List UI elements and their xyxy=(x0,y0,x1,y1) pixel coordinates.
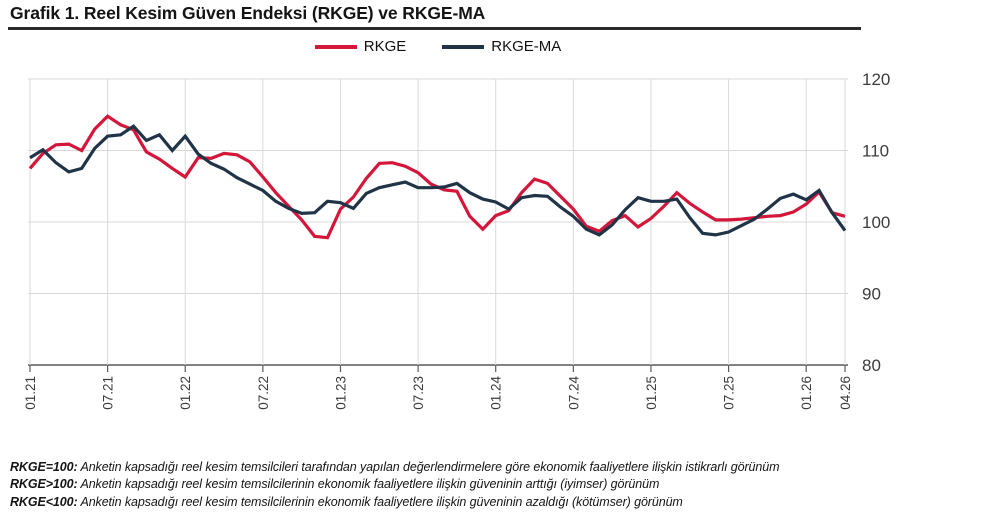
x-tick-label: 01.26 xyxy=(799,376,814,410)
footnote-line: RKGE<100: Anketin kapsadığı reel kesim t… xyxy=(10,494,980,511)
legend-item-rkge: RKGE xyxy=(314,38,407,55)
x-tick-label: 07.22 xyxy=(256,376,271,410)
footnote-lead: RKGE<100: xyxy=(10,494,78,509)
y-tick-label: 110 xyxy=(862,142,889,161)
footnote-line: RKGE=100: Anketin kapsadığı reel kesim t… xyxy=(10,459,980,476)
footnote-line: RKGE>100: Anketin kapsadığı reel kesim t… xyxy=(10,476,980,493)
legend-label-rkge-ma: RKGE-MA xyxy=(491,38,562,55)
series-line-rkge-ma xyxy=(29,124,847,237)
y-tick-label: 90 xyxy=(862,285,881,304)
x-tick-label: 01.23 xyxy=(333,376,348,410)
x-tick-label: 07.25 xyxy=(722,376,737,410)
x-tick-label: 07.23 xyxy=(411,376,426,410)
x-tick-label: 04.26 xyxy=(838,376,853,410)
legend-label-rkge: RKGE xyxy=(363,38,407,55)
legend-swatch-rkge-ma-icon xyxy=(442,44,485,49)
x-tick-label: 07.24 xyxy=(566,376,581,410)
x-tick-label: 01.25 xyxy=(644,376,659,410)
x-tick-label: 07.21 xyxy=(101,376,116,410)
chart-title: Grafik 1. Reel Kesim Güven Endeksi (RKGE… xyxy=(10,3,486,23)
footnote-lead: RKGE=100: xyxy=(10,460,78,474)
title-underline xyxy=(8,27,861,30)
y-tick-label: 100 xyxy=(862,213,890,232)
y-tick-label: 120 xyxy=(862,70,890,89)
footnotes: RKGE=100: Anketin kapsadığı reel kesim t… xyxy=(10,459,980,511)
x-tick-label: 01.24 xyxy=(489,376,504,410)
x-tick-label: 01.22 xyxy=(178,376,193,410)
footnote-text: Anketin kapsadığı reel kesim temsilciler… xyxy=(77,494,683,509)
legend-swatch-rkge-icon xyxy=(314,44,357,49)
y-tick-label: 80 xyxy=(862,356,881,375)
series-line-rkge xyxy=(28,114,846,240)
legend-item-rkge-ma: RKGE-MA xyxy=(442,38,561,55)
legend: RKGE RKGE-MA xyxy=(28,38,848,55)
footnote-text: Anketin kapsadığı reel kesim temsilciler… xyxy=(77,460,780,474)
x-tick-label: 01.21 xyxy=(23,376,38,410)
footnote-text: Anketin kapsadığı reel kesim temsilciler… xyxy=(77,477,660,492)
footnote-lead: RKGE>100: xyxy=(10,477,78,492)
